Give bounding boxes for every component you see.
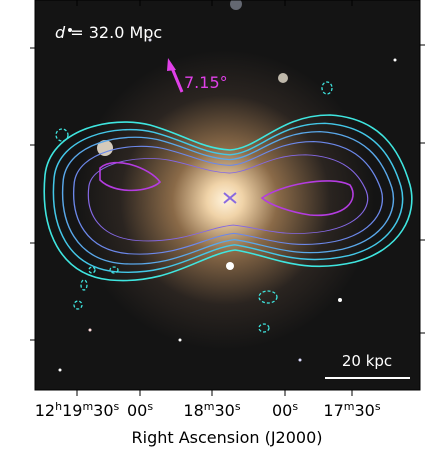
scale-bar-label: 20 kpc	[342, 352, 392, 370]
distance-value: = 32.0 Mpc	[70, 23, 162, 42]
tick-unit: s	[114, 400, 120, 413]
x-tick-label: 00s	[272, 400, 298, 420]
tick-unit: m	[344, 400, 355, 413]
x-tick-label: 00s	[127, 400, 153, 420]
tick-unit: h	[55, 400, 62, 413]
tick-number: 30	[354, 401, 374, 420]
x-axis-label: Right Ascension (J2000)	[132, 428, 323, 447]
angle-label: 7.15°	[184, 73, 228, 92]
x-tick-label: 17m30s	[323, 400, 380, 420]
tick-number: 19	[62, 401, 82, 420]
tick-number: 17	[323, 401, 343, 420]
x-tick-label: 18m30s	[183, 400, 240, 420]
distance-symbol: d	[55, 23, 66, 42]
tick-unit: m	[82, 400, 93, 413]
tick-unit: s	[147, 400, 153, 413]
tick-number: 12	[35, 401, 55, 420]
tick-unit: m	[204, 400, 215, 413]
tick-unit: s	[292, 400, 298, 413]
x-tick-label: 12h19m30s	[35, 400, 120, 420]
tick-unit: s	[375, 400, 381, 413]
figure: 7.15° d = 32.0 Mpc 20 kpc Right Ascensio…	[0, 0, 431, 455]
tick-number: 30	[93, 401, 113, 420]
distance-label: d = 32.0 Mpc	[55, 23, 162, 42]
tick-number: 18	[183, 401, 203, 420]
tick-number: 00	[127, 401, 147, 420]
tick-unit: s	[235, 400, 241, 413]
tick-number: 00	[272, 401, 292, 420]
tick-number: 30	[214, 401, 234, 420]
